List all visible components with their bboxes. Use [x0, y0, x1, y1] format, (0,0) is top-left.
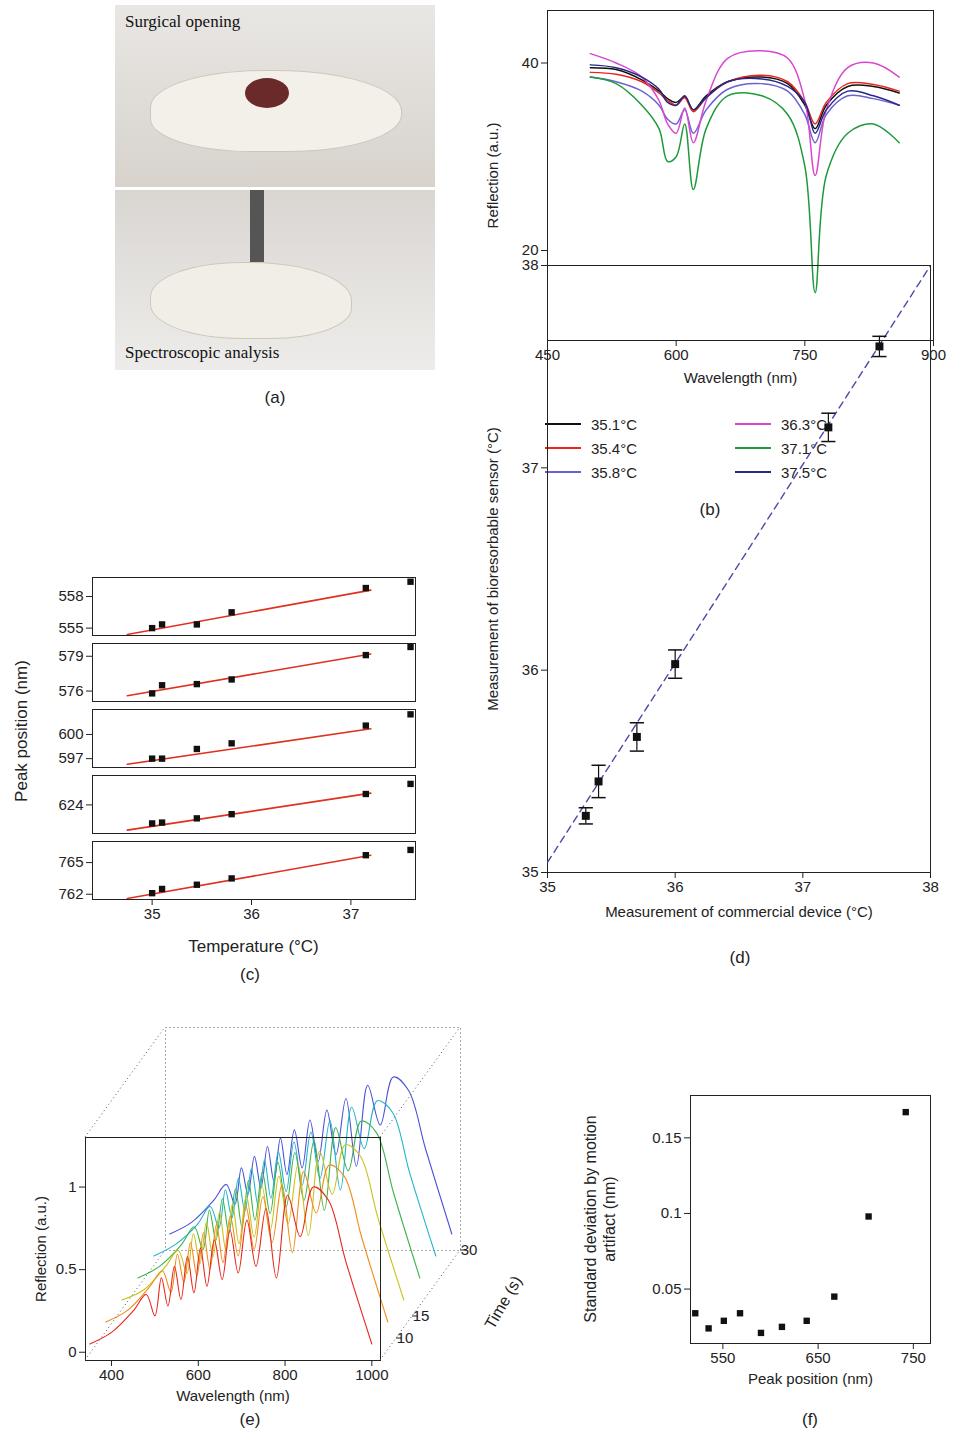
html-text:Peak position (nm): Peak position (nm)	[12, 660, 31, 802]
svg-text:37: 37	[794, 878, 811, 895]
svg-text:750: 750	[792, 346, 817, 363]
html-text:37.5°C: 37.5°C	[781, 463, 827, 481]
svg-text:Wavelength (nm): Wavelength (nm)	[684, 369, 798, 386]
html-text:(e): (e)	[239, 1410, 261, 1429]
html-text:37.1°C: 37.1°C	[781, 439, 827, 457]
svg-text:38: 38	[522, 256, 539, 273]
svg-text:600: 600	[186, 1366, 211, 1383]
svg-text:35: 35	[539, 878, 556, 895]
html-text:Temperature (°C): Temperature (°C)	[188, 937, 319, 956]
svg-text:36: 36	[243, 905, 260, 922]
svg-text:Reflection (a.u.): Reflection (a.u.)	[32, 1196, 49, 1302]
html-text:Spectroscopic analysis: Spectroscopic analysis	[125, 343, 280, 362]
html-text:(a): (a)	[264, 388, 286, 407]
svg-text:800: 800	[273, 1366, 298, 1383]
html-text:(c): (c)	[240, 965, 260, 984]
svg-text:0.15: 0.15	[652, 1129, 681, 1146]
svg-text:650: 650	[806, 1349, 831, 1366]
svg-text:624: 624	[58, 796, 83, 813]
svg-text:550: 550	[710, 1349, 735, 1366]
svg-text:600: 600	[664, 346, 689, 363]
svg-text:40: 40	[522, 54, 539, 71]
svg-text:555: 555	[58, 619, 83, 636]
svg-text:0: 0	[68, 1343, 76, 1360]
svg-text:38: 38	[922, 878, 939, 895]
html-text:35.8°C: 35.8°C	[591, 463, 637, 481]
svg-text:Reflection (a.u.): Reflection (a.u.)	[484, 123, 501, 229]
svg-text:579: 579	[58, 647, 83, 664]
svg-text:37: 37	[343, 905, 360, 922]
svg-text:35: 35	[144, 905, 161, 922]
html-text:Standard deviation by motion a: Standard deviation by motion artifact (n…	[582, 1115, 618, 1323]
svg-text:400: 400	[99, 1366, 124, 1383]
svg-text:1: 1	[68, 1178, 76, 1195]
svg-text:0.5: 0.5	[56, 1260, 77, 1277]
svg-text:765: 765	[58, 853, 83, 870]
svg-text:Peak position (nm): Peak position (nm)	[748, 1370, 873, 1387]
svg-text:0.1: 0.1	[661, 1204, 682, 1221]
html-text:35.1°C: 35.1°C	[591, 415, 637, 433]
html-text:(d): (d)	[729, 948, 751, 967]
svg-text:36: 36	[667, 878, 684, 895]
svg-text:Measurement of bioresorbable s: Measurement of bioresorbable sensor (°C)	[484, 427, 501, 711]
svg-text:Measurement of commercial devi: Measurement of commercial device (°C)	[605, 903, 873, 920]
svg-text:Time (s): Time (s)	[481, 1273, 525, 1332]
svg-text:20: 20	[521, 241, 539, 259]
svg-text:15: 15	[413, 1307, 430, 1324]
html-text:36.3°C: 36.3°C	[781, 415, 827, 433]
html-text:Surgical opening: Surgical opening	[125, 12, 241, 31]
svg-text:1000: 1000	[355, 1366, 388, 1383]
svg-text:600: 600	[58, 725, 83, 742]
html-text:(b): (b)	[699, 500, 721, 519]
svg-text:900: 900	[921, 346, 946, 363]
svg-text:750: 750	[901, 1349, 926, 1366]
svg-text:37: 37	[522, 459, 539, 476]
svg-text:10: 10	[397, 1329, 414, 1346]
svg-text:576: 576	[58, 682, 83, 699]
svg-text:35: 35	[522, 863, 539, 880]
html-text:(f): (f)	[802, 1410, 818, 1429]
svg-text:450: 450	[535, 346, 560, 364]
svg-text:Wavelength (nm): Wavelength (nm)	[176, 1387, 290, 1404]
svg-text:558: 558	[58, 587, 83, 604]
svg-text:762: 762	[58, 885, 83, 902]
svg-text:597: 597	[58, 749, 83, 766]
svg-text:30: 30	[461, 1241, 478, 1258]
svg-text:36: 36	[522, 661, 539, 678]
html-text:35.4°C: 35.4°C	[591, 439, 637, 457]
svg-text:0.05: 0.05	[652, 1280, 681, 1297]
